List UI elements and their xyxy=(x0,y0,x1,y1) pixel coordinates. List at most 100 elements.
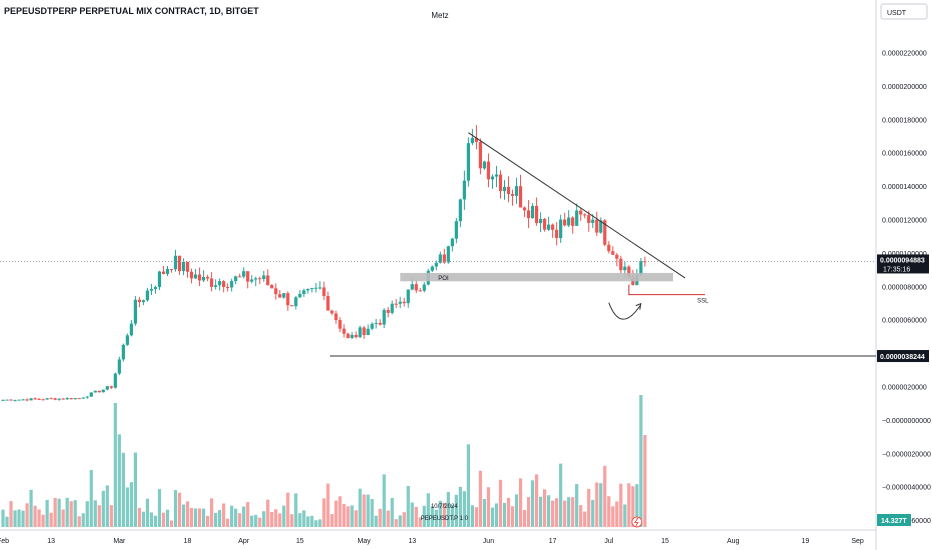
candle-body xyxy=(466,143,470,181)
volume-bar xyxy=(153,515,158,527)
volume-bar xyxy=(193,508,198,527)
lightning-icon xyxy=(633,517,639,527)
candle-body xyxy=(61,398,65,400)
volume-bar xyxy=(466,444,470,527)
candle-body xyxy=(149,289,154,291)
candle-body xyxy=(109,386,113,388)
candle-body xyxy=(474,137,479,142)
volume-bar xyxy=(410,502,414,527)
ssl-label: SSL xyxy=(697,299,709,305)
candle-body xyxy=(422,284,426,291)
price-tick-label: 0.0000160000 xyxy=(882,151,927,158)
candle-body xyxy=(117,359,121,374)
volume-bar xyxy=(61,509,65,527)
volume-bar xyxy=(619,483,623,527)
candle-body xyxy=(358,327,362,338)
candle-body xyxy=(543,218,547,230)
candle-body xyxy=(222,281,226,287)
volume-bar xyxy=(238,513,242,527)
candle-body xyxy=(105,386,109,390)
candle-body xyxy=(342,328,346,334)
candle-body xyxy=(530,205,535,219)
volume-bar xyxy=(69,501,73,527)
volume-bar xyxy=(442,502,446,527)
candle-body xyxy=(506,186,511,195)
volume-bar xyxy=(458,486,462,527)
candle-body xyxy=(226,286,230,288)
candle-body xyxy=(559,219,563,239)
volume-bar xyxy=(366,494,370,527)
volume-bar xyxy=(607,496,611,527)
volume-bar xyxy=(603,465,607,527)
candle-body xyxy=(547,224,551,230)
candle-body xyxy=(113,373,117,388)
volume-bar xyxy=(631,486,635,527)
volume-bar xyxy=(37,509,41,527)
volume-bar xyxy=(414,506,418,527)
candle-body xyxy=(398,301,402,304)
time-tick-label: Apr xyxy=(238,538,250,545)
volume-bar xyxy=(157,489,162,527)
candle-body xyxy=(17,399,21,401)
candle-body xyxy=(274,288,278,295)
candle-body xyxy=(534,205,539,224)
candle-body xyxy=(619,258,623,271)
support-price-badge xyxy=(877,350,929,363)
candle-body xyxy=(214,285,218,287)
candle-body xyxy=(450,238,454,247)
volume-bar xyxy=(49,512,53,527)
candle-body xyxy=(29,398,33,401)
volume-bar xyxy=(101,490,105,527)
candle-body xyxy=(77,398,81,400)
volume-bar xyxy=(105,485,109,527)
volume-bar xyxy=(571,497,575,527)
candle-body xyxy=(85,396,89,398)
date-tooltip: 10/7/2024 xyxy=(431,504,458,510)
volume-bar xyxy=(45,499,49,527)
volume-bar xyxy=(643,435,647,527)
volume-bar xyxy=(490,507,495,527)
price-tick-label: 0.0000060000 xyxy=(882,318,927,325)
price-tick-label: 0.0000080000 xyxy=(882,284,927,291)
candle-body xyxy=(206,276,210,279)
currency-button[interactable]: USDT xyxy=(880,3,928,20)
candle-body xyxy=(643,261,647,263)
candle-body xyxy=(294,297,298,307)
candle-body xyxy=(9,399,13,401)
volume-bar xyxy=(498,479,503,527)
volume-bar xyxy=(470,505,475,527)
reversal-arrow-icon xyxy=(608,302,642,320)
candle-body xyxy=(575,210,579,226)
price-axis[interactable]: 0.0000220000 0.0000200000 0.0000180000 0.00… xyxy=(877,51,931,527)
candle-body xyxy=(410,284,414,290)
downtrend-line xyxy=(468,132,686,279)
volume-bar xyxy=(534,474,539,527)
volume-bar xyxy=(635,484,639,527)
price-tick-label: 0.0000020000 xyxy=(882,385,927,392)
volume-bar xyxy=(486,487,491,527)
volume-bar xyxy=(575,483,579,527)
candle-body xyxy=(350,334,354,338)
candle-body xyxy=(603,220,607,245)
candle-body xyxy=(21,399,25,401)
candle-body xyxy=(306,288,310,291)
poi-zone xyxy=(400,272,674,282)
candle-body xyxy=(290,305,294,307)
candle-body xyxy=(486,161,491,180)
candle-body xyxy=(69,398,73,400)
candle-body xyxy=(330,310,334,314)
candle-body xyxy=(591,219,595,223)
candle-body xyxy=(65,398,69,400)
volume-bar xyxy=(197,508,202,527)
volume-bar xyxy=(346,506,350,527)
volume-bar xyxy=(390,497,394,527)
time-axis[interactable]: Feb 13 Mar 18 Apr 15 May 13 Jun 17 Jul 15 Aug 19 Sep xyxy=(0,538,864,545)
volume-bar xyxy=(583,511,587,527)
volume-bar xyxy=(627,483,631,527)
candle-body xyxy=(185,261,190,272)
volume-bar xyxy=(85,501,89,527)
candle-body xyxy=(438,254,442,263)
candle-body xyxy=(165,269,170,274)
volume-bar xyxy=(615,501,619,527)
